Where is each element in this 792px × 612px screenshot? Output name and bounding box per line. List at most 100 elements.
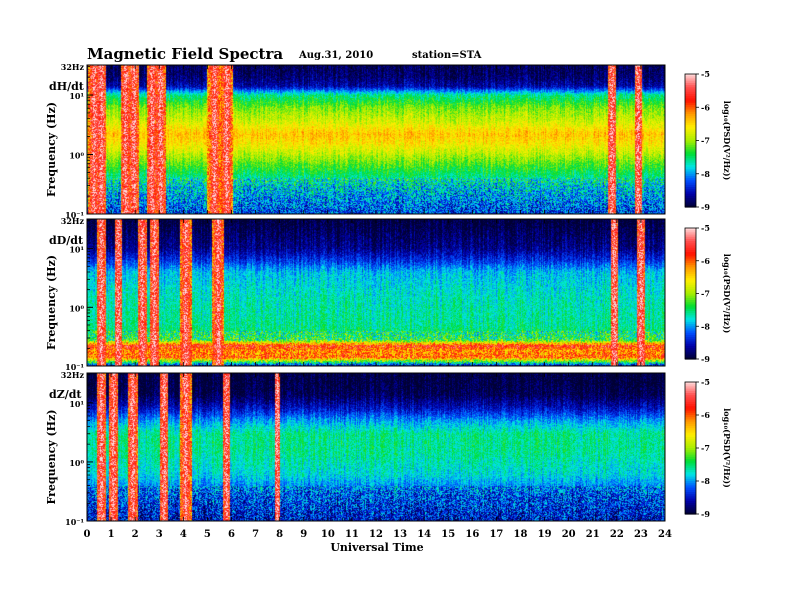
x-tick-label: 14: [417, 529, 431, 540]
colorbar-swatch: [685, 454, 696, 458]
colorbar-swatch: [685, 341, 696, 345]
colorbar-swatch: [685, 178, 696, 181]
x-tick-label: 15: [441, 529, 455, 540]
colorbar-tick-label: -8: [701, 321, 710, 331]
colorbar-swatch: [685, 410, 696, 414]
colorbar-swatch: [685, 308, 696, 312]
colorbar-swatch: [685, 412, 696, 416]
colorbar-swatch: [685, 109, 696, 113]
colorbar-swatch: [685, 184, 696, 188]
colorbar-swatch: [685, 256, 696, 260]
colorbar-swatch: [685, 503, 696, 506]
colorbar-swatch: [685, 162, 696, 166]
colorbar-swatch: [685, 354, 696, 358]
x-tick-label: 19: [538, 529, 552, 540]
colorbar-swatch: [685, 489, 696, 493]
colorbar-swatch: [685, 293, 696, 297]
colorbar-swatch: [685, 153, 696, 157]
colorbar-swatch: [685, 127, 696, 131]
station-label: station=STA: [412, 50, 482, 61]
colorbar-swatch: [685, 304, 696, 308]
x-tick-label: 0: [84, 529, 91, 540]
colorbar-swatch: [685, 397, 696, 401]
colorbar-swatch: [685, 399, 696, 403]
colorbar-swatch: [685, 337, 696, 340]
colorbar-swatch: [685, 317, 696, 321]
colorbar-swatch: [685, 408, 696, 412]
y-axis-label: Frequency (Hz): [45, 102, 58, 197]
colorbar-tick-label: -9: [701, 509, 710, 519]
y-axis-label: Frequency (Hz): [45, 409, 58, 504]
colorbar-swatch: [685, 189, 696, 193]
colorbar-swatch: [685, 326, 696, 330]
colorbar-swatch: [685, 393, 696, 396]
x-tick-label: 8: [276, 529, 283, 540]
x-tick-label: 5: [204, 529, 211, 540]
colorbar-swatch: [685, 476, 696, 480]
y-axis-label: Frequency (Hz): [45, 255, 58, 350]
colorbar-swatch: [685, 330, 696, 334]
colorbar-swatch: [685, 343, 696, 347]
colorbar-tick-label: -8: [701, 476, 710, 486]
colorbar-swatch: [685, 269, 696, 273]
colorbar-swatch: [685, 232, 696, 236]
colorbar-swatch: [685, 291, 696, 295]
colorbar-swatch: [685, 258, 696, 262]
colorbar-swatch: [685, 105, 696, 108]
top-frequency-label: 32Hz: [61, 216, 85, 226]
colorbar-swatch: [685, 423, 696, 427]
colorbar-swatch: [685, 445, 696, 449]
colorbar-swatch: [685, 483, 696, 486]
colorbar-swatch: [685, 171, 696, 175]
colorbar-swatch: [685, 107, 696, 111]
colorbar-swatch: [685, 158, 696, 162]
colorbar-swatch: [685, 151, 696, 155]
colorbar-swatch: [685, 505, 696, 508]
x-tick-label: 9: [300, 529, 307, 540]
colorbar-swatch: [685, 260, 696, 264]
colorbar-tick-label: -7: [701, 443, 710, 453]
colorbar-swatch: [685, 498, 696, 502]
colorbar-swatch: [685, 310, 696, 314]
colorbar-swatch: [685, 459, 696, 462]
date-label: Aug.31, 2010: [298, 50, 373, 61]
colorbar-swatch: [685, 509, 696, 513]
colorbar-swatch: [685, 133, 696, 137]
colorbar-swatch: [685, 334, 696, 338]
colorbar-swatch: [685, 80, 696, 84]
colorbar-swatch: [685, 448, 696, 451]
colorbar-swatch: [685, 507, 696, 511]
component-label: dZ/dt: [49, 388, 82, 401]
colorbar-swatch: [685, 193, 696, 197]
colorbar-swatch: [685, 129, 696, 133]
colorbar-swatch: [685, 450, 696, 453]
colorbar-swatch: [685, 481, 696, 484]
colorbar-tick-label: -9: [701, 202, 710, 212]
colorbar-swatch: [685, 297, 696, 301]
colorbar-swatch: [685, 147, 696, 150]
colorbar-swatch: [685, 204, 696, 208]
colorbar-swatch: [685, 465, 696, 469]
colorbar-swatch: [685, 122, 696, 126]
colorbar-swatch: [685, 91, 696, 95]
colorbar-swatch: [685, 321, 696, 325]
y-tick-label: 10⁻¹: [65, 517, 84, 527]
spectrogram-image-0: [87, 65, 665, 214]
colorbar-2: -5 -6 -7 -8 -9 log₁₀(PSD(V²/Hz)): [684, 377, 732, 519]
spectrogram-image-1: [87, 219, 665, 366]
colorbar-swatch: [685, 437, 696, 440]
colorbar-swatch: [685, 280, 696, 284]
colorbar-swatch: [685, 140, 696, 144]
colorbar-swatch: [685, 401, 696, 405]
colorbar-label: log₁₀(PSD(V²/Hz)): [722, 101, 732, 181]
colorbar-swatch: [685, 234, 696, 238]
colorbar-swatch: [685, 175, 696, 179]
colorbar-swatch: [685, 149, 696, 153]
colorbar-swatch: [685, 463, 696, 467]
colorbar-swatch: [685, 352, 696, 356]
colorbar-swatch: [685, 406, 696, 409]
colorbar-swatch: [685, 395, 696, 398]
colorbar-swatch: [685, 426, 696, 429]
